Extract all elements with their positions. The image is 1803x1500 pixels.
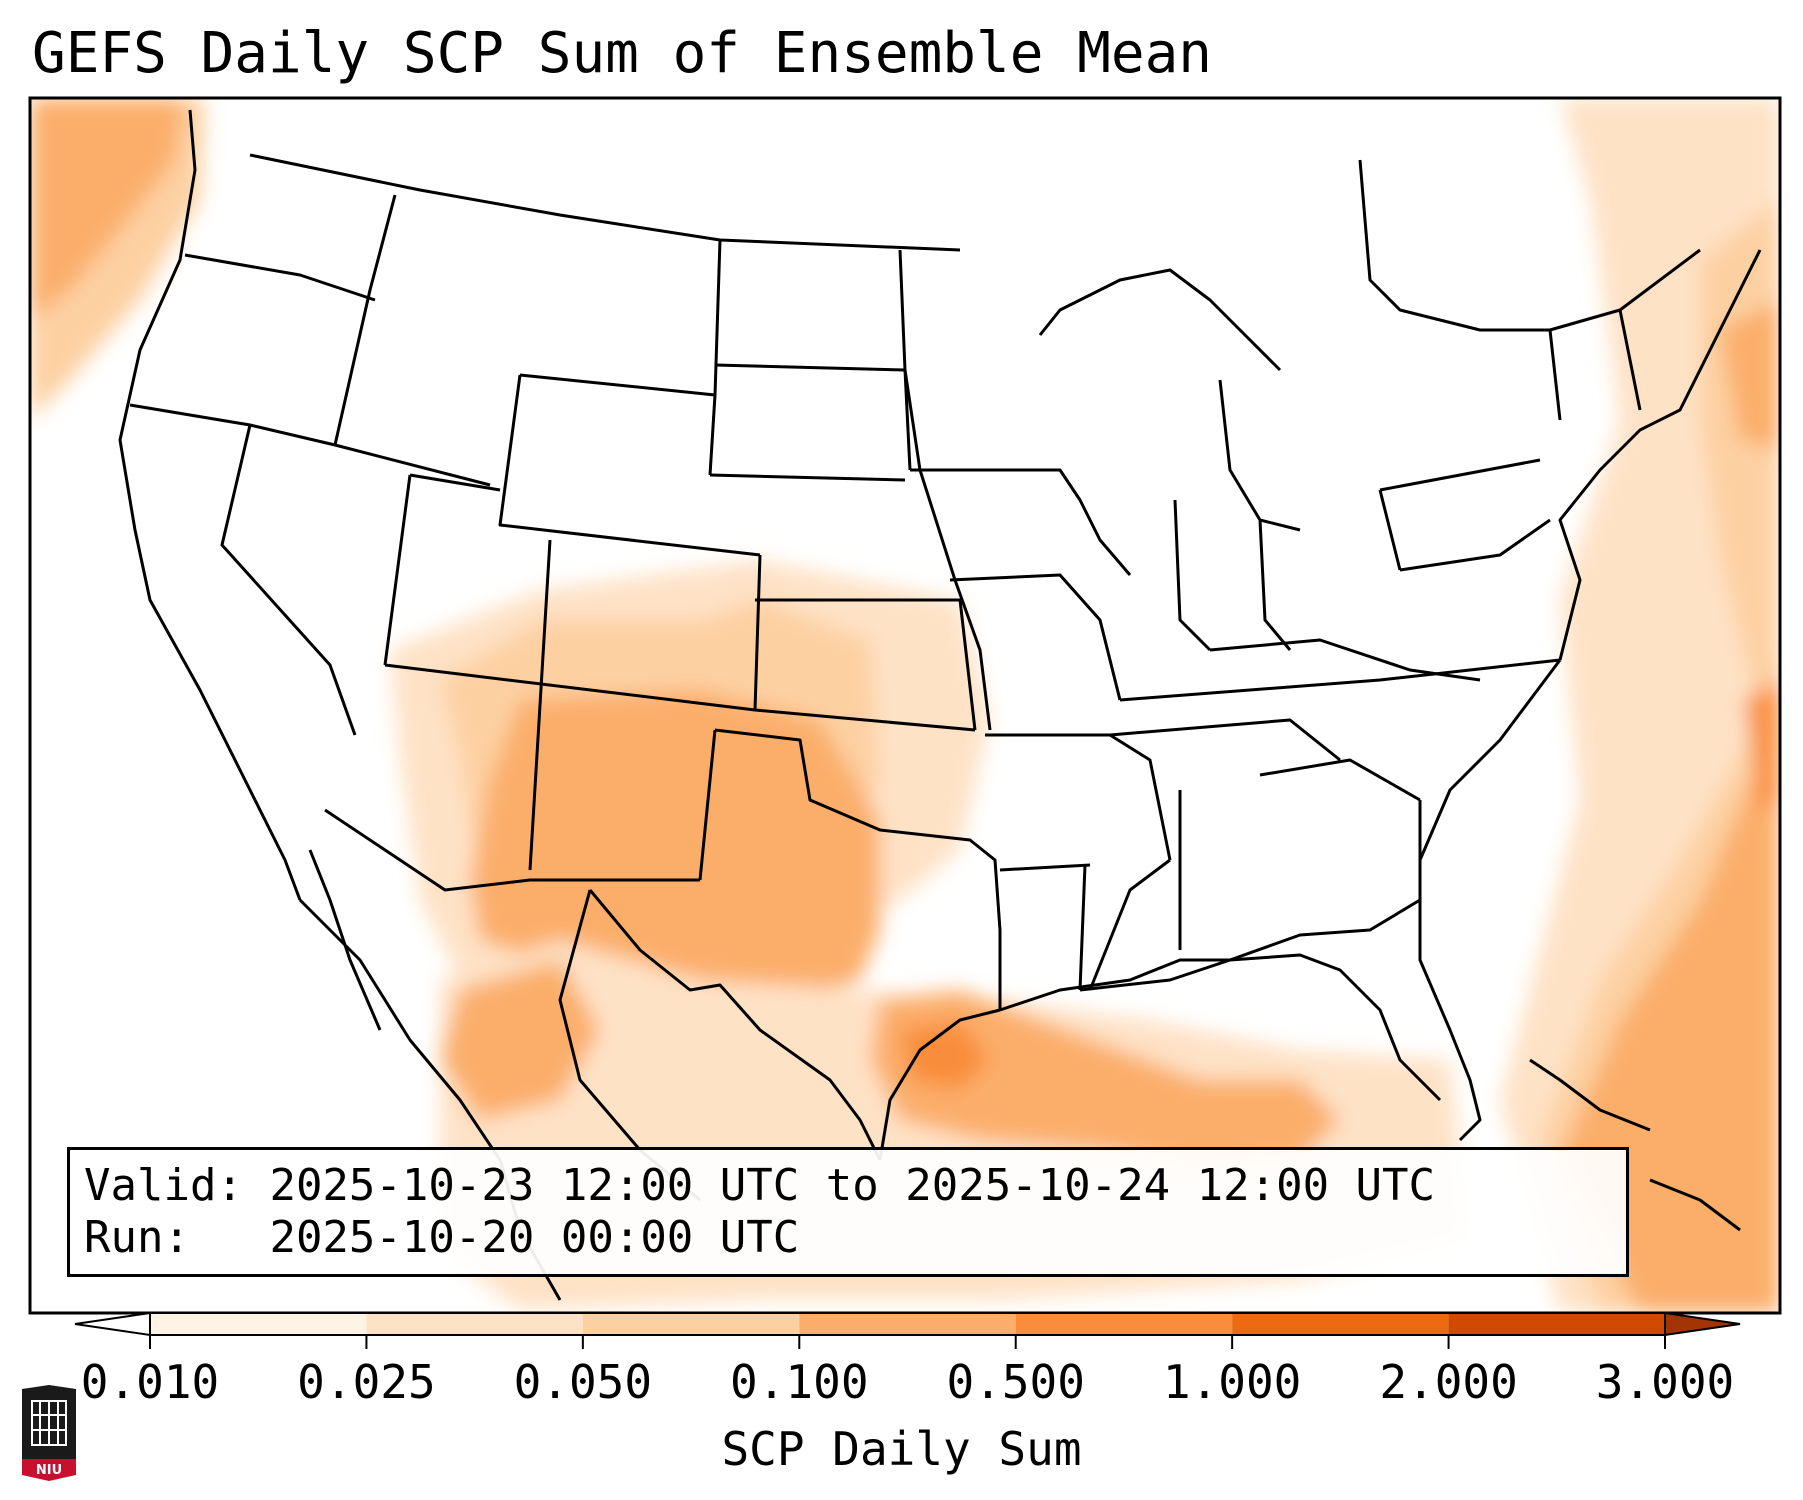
scp-shading xyxy=(30,98,1780,1313)
valid-value: 2025-10-23 12:00 UTC to 2025-10-24 12:00… xyxy=(269,1160,1436,1211)
colorbar xyxy=(74,1311,1741,1349)
niu-logo: NIU xyxy=(22,1385,76,1481)
colorbar-tick-label: 0.010 xyxy=(80,1355,220,1409)
colorbar-label: SCP Daily Sum xyxy=(721,1422,1082,1476)
colorbar-tick-label: 3.000 xyxy=(1595,1355,1735,1409)
colorbar-segment xyxy=(1015,1313,1233,1335)
colorbar-extend-high xyxy=(1664,1311,1741,1337)
map-title: GEFS Daily SCP Sum of Ensemble Mean xyxy=(32,21,1213,86)
colorbar-segment xyxy=(1448,1313,1665,1335)
colorbar-outline xyxy=(149,1312,1666,1336)
colorbar-extend-low xyxy=(74,1311,151,1337)
colorbar-segment xyxy=(366,1313,583,1335)
colorbar-segment xyxy=(582,1313,800,1335)
run-value: 2025-10-20 00:00 UTC xyxy=(269,1212,800,1263)
colorbar-tick-label: 0.500 xyxy=(946,1355,1085,1409)
colorbar-tick-label: 0.050 xyxy=(513,1355,653,1409)
valid-row: Valid: 2025-10-23 12:00 UTC to 2025-10-2… xyxy=(84,1160,1612,1212)
state-boundaries xyxy=(118,109,1762,1301)
logo-text: NIU xyxy=(36,1463,62,1478)
colorbar-segment xyxy=(150,1313,367,1335)
colorbar-tick-label: 1.000 xyxy=(1162,1355,1302,1409)
colorbar-segment xyxy=(799,1313,1016,1335)
valid-run-box: Valid: 2025-10-23 12:00 UTC to 2025-10-2… xyxy=(67,1147,1629,1277)
colorbar-tick-label: 2.000 xyxy=(1379,1355,1518,1409)
colorbar-segment xyxy=(1232,1313,1449,1335)
colorbar-tick-label: 0.100 xyxy=(730,1355,869,1409)
run-label: Run: xyxy=(84,1212,190,1263)
run-row: Run: 2025-10-20 00:00 UTC xyxy=(84,1212,1612,1264)
valid-label: Valid: xyxy=(84,1160,243,1211)
colorbar-tick-label: 0.025 xyxy=(297,1355,436,1409)
